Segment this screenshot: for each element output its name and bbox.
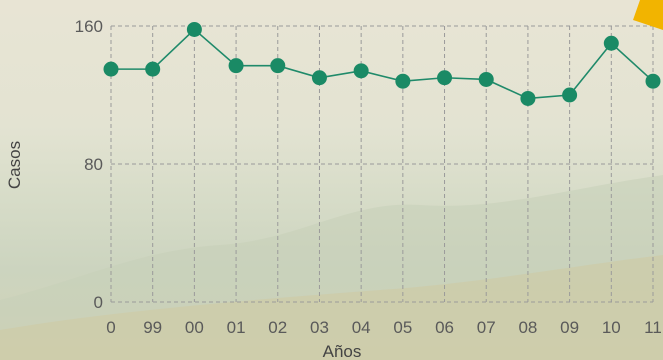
x-tick-label: 00 — [185, 318, 204, 337]
corner-accent-shape — [633, 0, 663, 30]
x-tick-label: 05 — [393, 318, 412, 337]
grid — [110, 25, 654, 303]
data-point — [270, 58, 286, 74]
x-tick-label: 02 — [268, 318, 287, 337]
data-point — [311, 70, 327, 86]
y-axis-label: Casos — [5, 141, 24, 189]
x-tick-label: 0 — [106, 318, 115, 337]
data-point — [395, 73, 411, 89]
y-tick-labels: 0 80 160 — [75, 17, 103, 312]
x-tick-label: 11 — [644, 318, 662, 337]
data-point — [228, 58, 244, 74]
data-point — [437, 70, 453, 86]
data-point — [520, 90, 536, 106]
x-tick-label: 09 — [560, 318, 579, 337]
data-point — [645, 73, 661, 89]
y-tick-label: 80 — [84, 155, 103, 174]
x-tick-label: 04 — [352, 318, 371, 337]
x-tick-label: 99 — [143, 318, 162, 337]
data-point — [186, 21, 202, 37]
x-tick-label: 06 — [435, 318, 454, 337]
data-point — [562, 87, 578, 103]
x-tick-label: 08 — [518, 318, 537, 337]
x-tick-label: 07 — [477, 318, 496, 337]
data-point — [478, 71, 494, 87]
x-tick-label: 01 — [227, 318, 246, 337]
data-point — [353, 63, 369, 79]
y-tick-label: 0 — [94, 293, 103, 312]
data-point — [145, 61, 161, 77]
x-tick-label: 03 — [310, 318, 329, 337]
data-point — [603, 35, 619, 51]
x-axis-label: Años — [323, 342, 362, 360]
x-tick-labels: 0 99 00 01 02 03 04 05 06 07 08 09 10 11 — [106, 318, 662, 337]
data-points — [103, 21, 661, 106]
y-tick-label: 160 — [75, 17, 103, 36]
data-point — [103, 61, 119, 77]
x-tick-label: 10 — [602, 318, 621, 337]
